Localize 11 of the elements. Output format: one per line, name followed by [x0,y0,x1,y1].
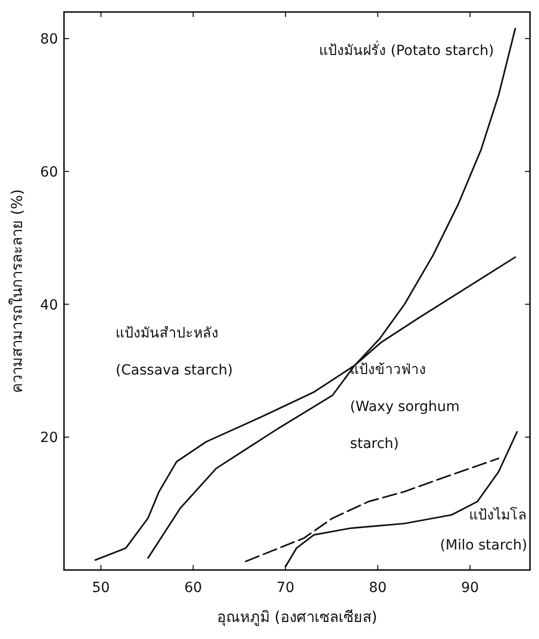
y-tick-label: 20 [40,430,58,446]
x-tick-label: 70 [276,580,294,596]
x-axis-title: อุณหภูมิ (องศาเซลเซียส) [216,608,378,627]
y-tick-label: 60 [40,164,58,180]
x-tick-label: 50 [92,580,110,596]
x-tick-label: 60 [184,580,202,596]
y-tick-label: 80 [40,32,58,48]
x-tick-label: 80 [368,580,387,596]
y-axis-title: ความสามารถในการละลาย (%) [8,189,26,393]
x-tick-label: 90 [461,580,479,596]
y-tick-label: 40 [40,297,58,314]
